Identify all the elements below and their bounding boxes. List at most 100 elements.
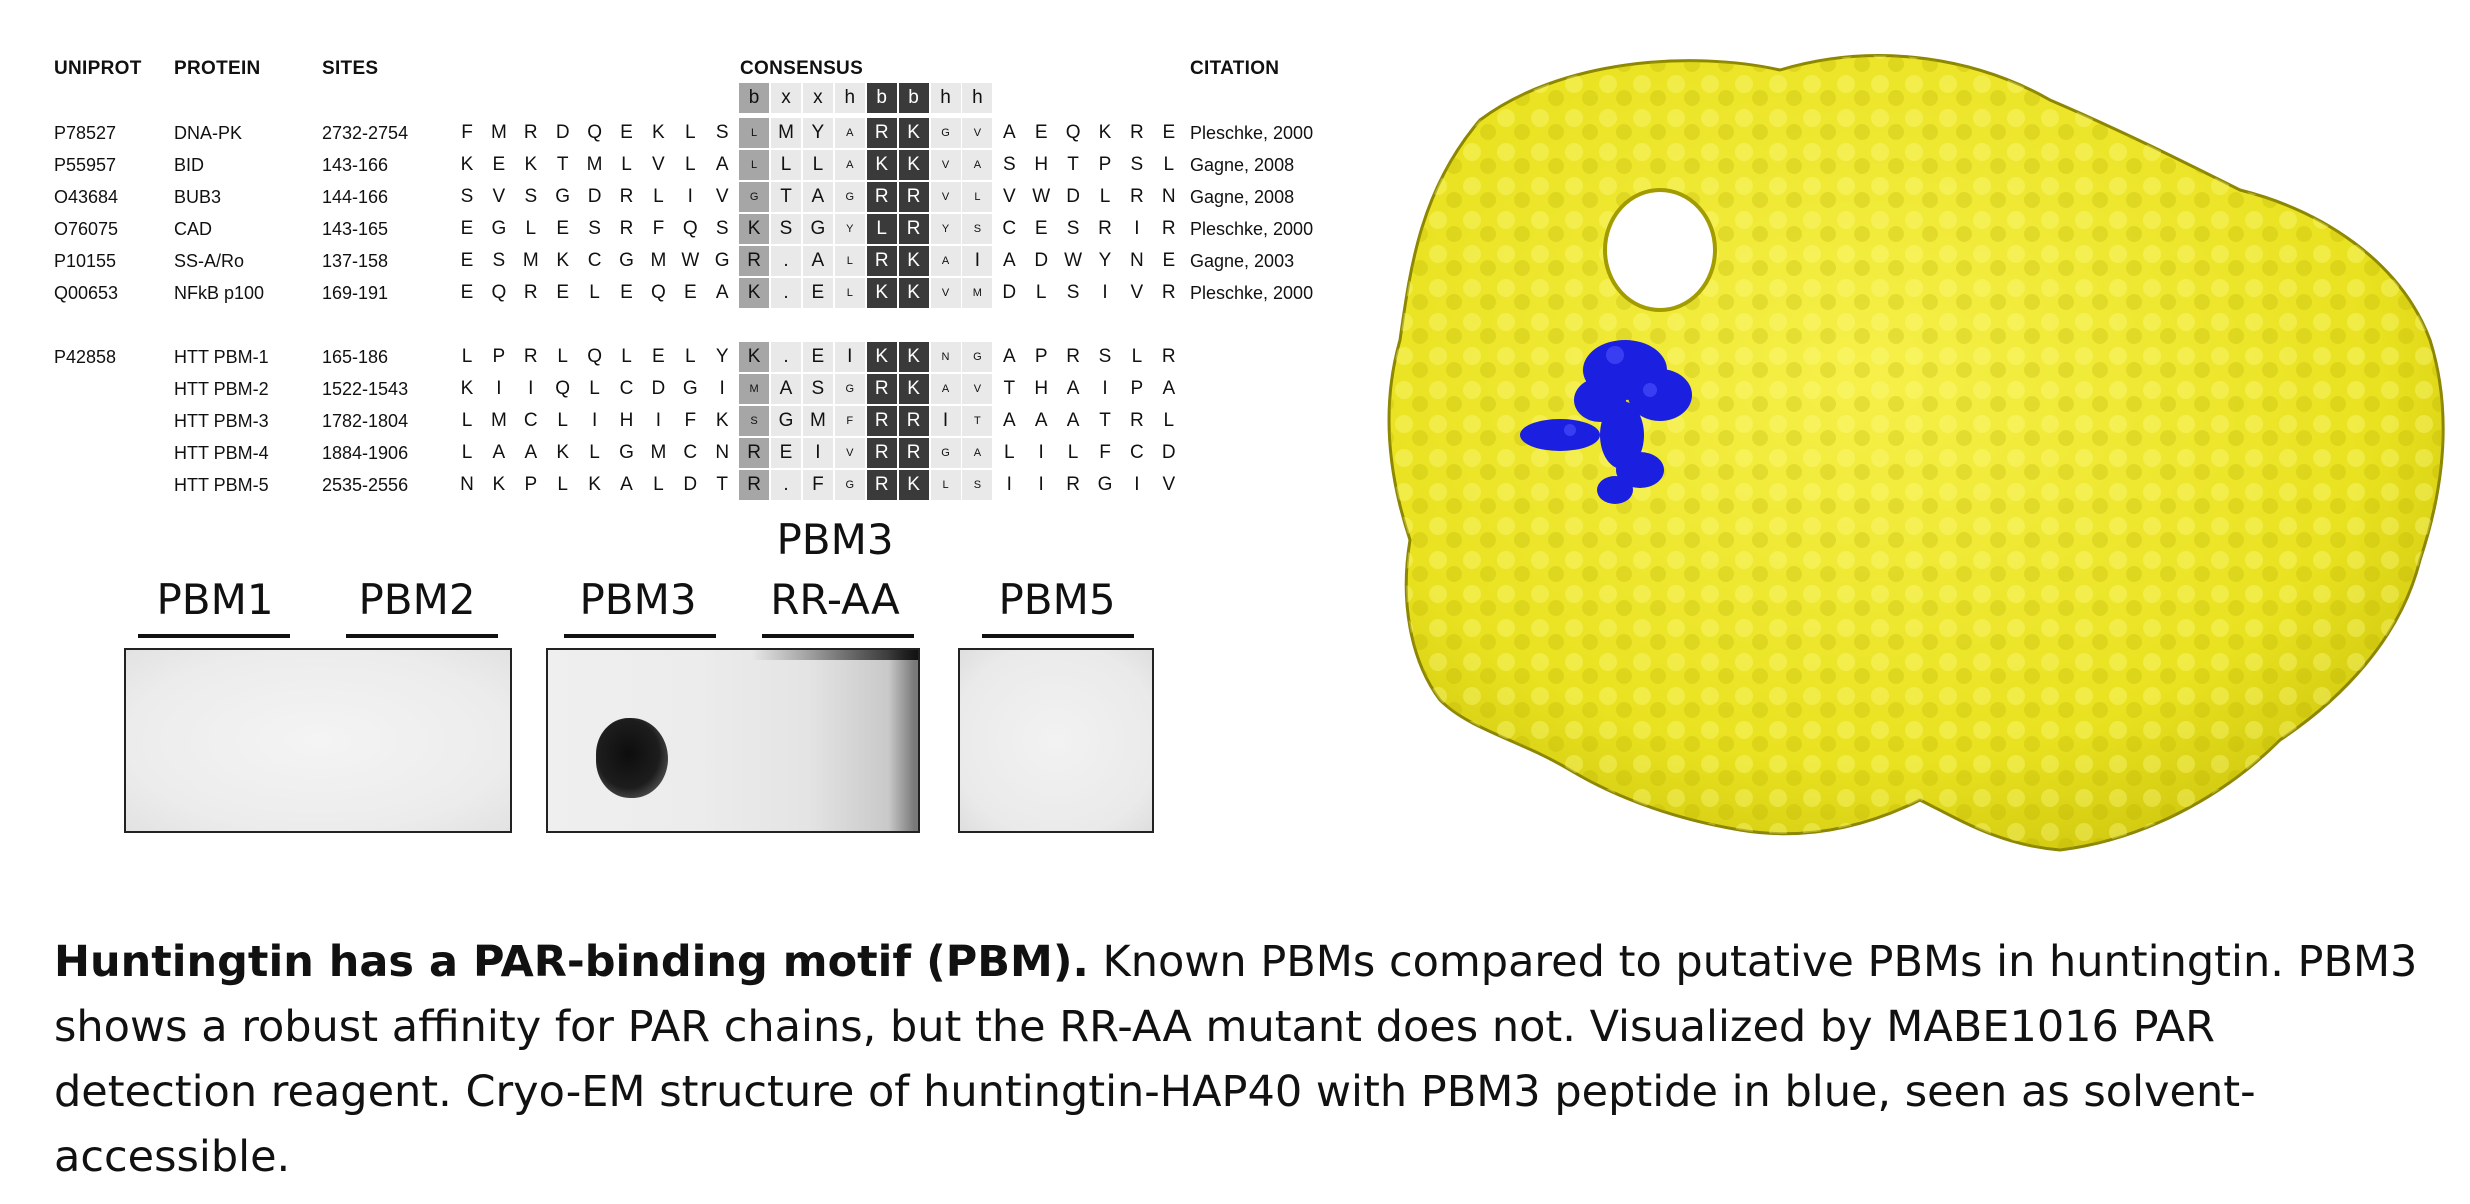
sequence-residue: G (834, 470, 865, 500)
sequence-residue: N (1161, 186, 1176, 207)
pbm3-peptide (1520, 340, 1692, 504)
sequence-residue: R (739, 246, 770, 276)
uniprot-id: P42858 (54, 347, 117, 367)
protein-name: BID (174, 155, 205, 175)
sequence-residue: L (834, 278, 865, 308)
sequence-residue: V (715, 186, 729, 207)
sequence-residue: A (930, 246, 961, 276)
sequence-residue: P (1034, 346, 1048, 367)
consensus-residue: x (802, 83, 833, 113)
sequence-residue: L (461, 442, 473, 463)
sequence-residue: W (1032, 186, 1051, 207)
sequence-residue: L (685, 122, 696, 143)
site-range: 2732-2754 (322, 123, 409, 143)
sequence-residue: E (460, 218, 474, 239)
sequence-residue: R (866, 438, 897, 468)
sequence-residue: L (685, 154, 696, 175)
sequence-residue: K (866, 342, 897, 372)
sequence-residue: R (866, 246, 897, 276)
sequence-residue: R (619, 218, 634, 239)
sequence-residue: L (1035, 282, 1047, 303)
blot-membrane-pbm5 (958, 648, 1154, 833)
protein-name: HTT PBM-3 (174, 411, 269, 431)
sequence-residue: T (1067, 154, 1079, 175)
sequence-residue: Y (930, 214, 961, 244)
sequence-residue: S (1066, 218, 1080, 239)
citation: Pleschke, 2000 (1190, 123, 1314, 143)
protein-name: DNA-PK (174, 123, 243, 143)
blot-label-rr-aa: RR-AA (770, 575, 900, 624)
sequence-residue: C (683, 442, 698, 463)
sequence-residue: A (715, 154, 729, 175)
sequence-residue: R (898, 214, 929, 244)
sequence-residue: E (771, 438, 801, 468)
sequence-residue: S (771, 214, 801, 244)
sequence-residue: A (834, 150, 865, 180)
sequence-residue: S (715, 218, 729, 239)
sequence-residue: I (834, 342, 865, 372)
sequence-residue: M (586, 154, 603, 175)
sequence-residue: I (802, 438, 833, 468)
sequence-residue: L (653, 474, 664, 495)
sequence-residue: Y (715, 346, 729, 367)
sequence-residue: A (834, 118, 865, 148)
sequence-residue: A (620, 474, 633, 495)
sequence-residue: D (1034, 250, 1049, 271)
sequence-residue: L (1163, 410, 1175, 431)
protein-name: NFkB p100 (174, 283, 265, 303)
protein-name: HTT PBM-5 (174, 475, 269, 495)
sequence-residue: V (1130, 282, 1144, 303)
sequence-residue: A (1002, 122, 1016, 143)
sequence-residue: A (962, 150, 993, 180)
sequence-residue: I (1134, 474, 1140, 495)
protein-name: SS-A/Ro (174, 251, 245, 271)
sequence-residue: N (460, 474, 474, 495)
citation: Gagne, 2008 (1190, 187, 1295, 207)
sequence-residue: G (930, 118, 961, 148)
sequence-residue: G (491, 218, 507, 239)
sequence-residue: F (834, 406, 865, 436)
sequence-residue: . (771, 278, 801, 308)
sequence-residue: K (1098, 122, 1112, 143)
header-sites: SITES (322, 58, 379, 79)
sequence-residue: L (621, 154, 632, 175)
sequence-residue: S (1130, 154, 1144, 175)
sequence-residue: L (1067, 442, 1079, 463)
sequence-residue: G (619, 442, 634, 463)
sequence-residue: I (1038, 442, 1044, 463)
sequence-residue: R (866, 406, 897, 436)
sequence-residue: V (930, 278, 961, 308)
sequence-residue: S (739, 406, 770, 436)
sequence-residue: Q (587, 346, 602, 367)
sequence-residue: K (898, 246, 929, 276)
sequence-residue: W (681, 250, 700, 271)
sequence-residue: S (524, 186, 538, 207)
header-protein: PROTEIN (174, 58, 261, 79)
sequence-residue: K (715, 410, 729, 431)
sequence-residue: S (492, 250, 506, 271)
sequence-residue: M (962, 278, 993, 308)
sequence-residue: D (555, 122, 570, 143)
sequence-residue: A (715, 282, 729, 303)
consensus-residue: h (834, 83, 865, 113)
uniprot-id: O43684 (54, 187, 119, 207)
sequence-residue: K (898, 118, 929, 148)
sequence-residue: R (1161, 282, 1176, 303)
sequence-residue: C (587, 250, 602, 271)
sequence-residue: I (930, 406, 961, 436)
blot-top-edge-shadow (548, 650, 918, 660)
sequence-residue: K (652, 122, 665, 143)
sequence-residue: C (523, 410, 538, 431)
sequence-residue: Q (1065, 122, 1081, 143)
sequence-residue: C (1130, 442, 1144, 463)
sequence-residue: K (460, 378, 474, 399)
sequence-residue: G (802, 214, 833, 244)
sequence-residue: H (1034, 154, 1049, 175)
sequence-residue: K (898, 470, 929, 500)
sequence-residue: L (589, 442, 600, 463)
sequence-residue: T (962, 406, 993, 436)
sequence-residue: M (739, 374, 770, 404)
sequence-residue: R (866, 374, 897, 404)
sequence-residue: E (802, 342, 833, 372)
header-uniprot: UNIPROT (54, 58, 142, 79)
